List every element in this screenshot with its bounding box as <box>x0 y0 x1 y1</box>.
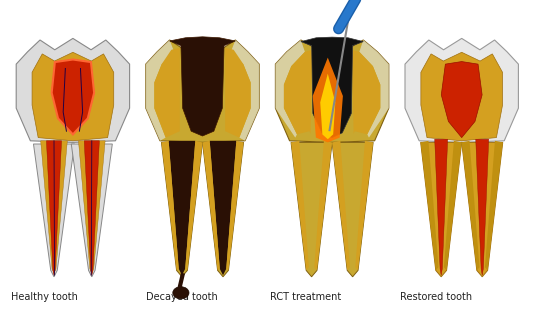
Polygon shape <box>71 144 112 277</box>
Text: Restored tooth: Restored tooth <box>400 292 472 302</box>
Polygon shape <box>78 141 105 274</box>
Text: Healthy tooth: Healthy tooth <box>11 292 78 302</box>
Polygon shape <box>332 141 350 270</box>
Polygon shape <box>202 141 220 270</box>
Polygon shape <box>332 142 373 277</box>
Polygon shape <box>284 50 312 134</box>
Polygon shape <box>40 141 68 274</box>
Polygon shape <box>485 141 503 270</box>
Polygon shape <box>32 52 114 141</box>
Polygon shape <box>462 142 503 277</box>
Polygon shape <box>146 38 259 142</box>
Polygon shape <box>168 141 195 275</box>
Polygon shape <box>161 141 179 270</box>
Polygon shape <box>185 141 202 270</box>
Polygon shape <box>226 141 244 270</box>
Polygon shape <box>359 40 389 138</box>
Polygon shape <box>170 37 235 136</box>
Polygon shape <box>84 141 99 275</box>
Text: RCT treatment: RCT treatment <box>270 292 341 302</box>
Polygon shape <box>46 141 62 275</box>
Polygon shape <box>52 60 94 134</box>
Polygon shape <box>291 142 332 277</box>
Polygon shape <box>352 50 380 134</box>
Polygon shape <box>444 141 462 270</box>
Polygon shape <box>421 52 503 141</box>
Polygon shape <box>476 139 489 275</box>
Text: Decayed tooth: Decayed tooth <box>146 292 218 302</box>
Polygon shape <box>301 37 363 138</box>
Polygon shape <box>291 141 309 270</box>
Polygon shape <box>161 142 202 277</box>
Polygon shape <box>421 142 462 277</box>
Polygon shape <box>421 141 438 270</box>
Polygon shape <box>314 141 332 270</box>
Polygon shape <box>154 48 180 138</box>
Polygon shape <box>435 139 448 275</box>
Polygon shape <box>405 38 518 142</box>
Polygon shape <box>225 48 251 138</box>
Polygon shape <box>210 141 237 275</box>
Polygon shape <box>275 40 305 138</box>
Ellipse shape <box>173 287 189 299</box>
Polygon shape <box>313 58 343 142</box>
Polygon shape <box>320 74 335 139</box>
Polygon shape <box>33 144 75 277</box>
Polygon shape <box>16 38 130 142</box>
Polygon shape <box>275 38 389 142</box>
Polygon shape <box>202 142 244 277</box>
Polygon shape <box>355 141 373 270</box>
Polygon shape <box>462 141 480 270</box>
Polygon shape <box>231 40 259 141</box>
Polygon shape <box>146 40 174 141</box>
Polygon shape <box>441 61 482 138</box>
